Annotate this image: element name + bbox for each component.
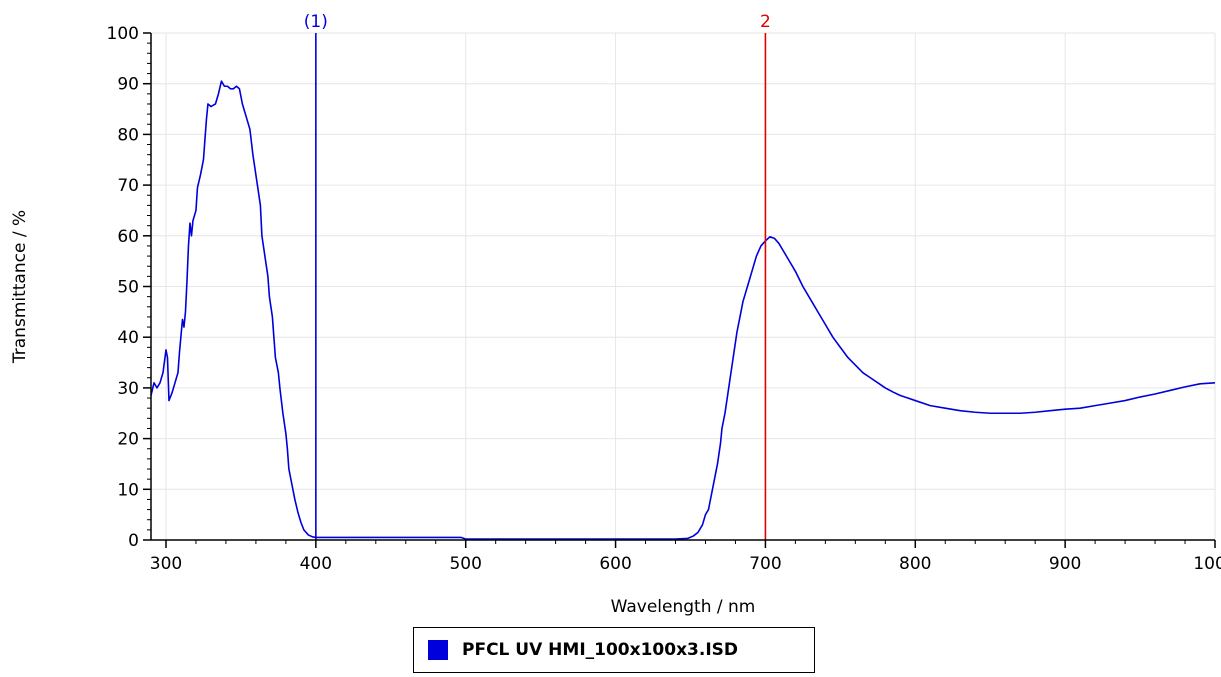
legend-label: PFCL UV HMI_100x100x3.ISD [462, 640, 739, 660]
grid-lines [151, 32, 1216, 540]
y-tick-label: 50 [117, 278, 139, 298]
marker-label: 2 [760, 12, 771, 32]
marker-label: (1) [304, 12, 328, 32]
x-tick-label: 400 [300, 554, 332, 574]
y-axis-title: Transmittance / % [10, 210, 30, 364]
y-tick-label: 60 [117, 227, 139, 247]
axis-ticks [143, 32, 1216, 548]
y-tick-label: 80 [117, 125, 139, 145]
y-tick-label: 90 [117, 75, 139, 95]
y-tick-label: 10 [117, 480, 139, 500]
chart-canvas: 0 10 20 30 40 50 60 70 80 90 100 300 400 500 600 700 800… [10, 12, 1221, 617]
x-axis-title: Wavelength / nm [611, 597, 756, 617]
x-tick-label: 300 [150, 554, 182, 574]
y-tick-label: 100 [107, 24, 139, 44]
x-tick-label: 900 [1049, 554, 1081, 574]
y-tick-label: 40 [117, 328, 139, 348]
x-tick-label: 800 [899, 554, 931, 574]
y-tick-label: 30 [117, 379, 139, 399]
y-tick-label: 0 [128, 531, 139, 551]
series-line [150, 80, 1216, 540]
markers-layer: (1) 2 [304, 12, 771, 540]
x-tick-label: 500 [449, 554, 481, 574]
legend-swatch [428, 640, 448, 660]
tick-labels: 0 10 20 30 40 50 60 70 80 90 100 300 400 500 600 700 800… [107, 24, 1221, 574]
y-tick-label: 70 [117, 176, 139, 196]
x-tick-label: 1000 [1193, 554, 1221, 574]
series-layer [150, 80, 1216, 540]
x-tick-label: 700 [749, 554, 781, 574]
y-tick-label: 20 [117, 430, 139, 450]
x-tick-label: 600 [599, 554, 631, 574]
legend: PFCL UV HMI_100x100x3.ISD [413, 627, 815, 673]
